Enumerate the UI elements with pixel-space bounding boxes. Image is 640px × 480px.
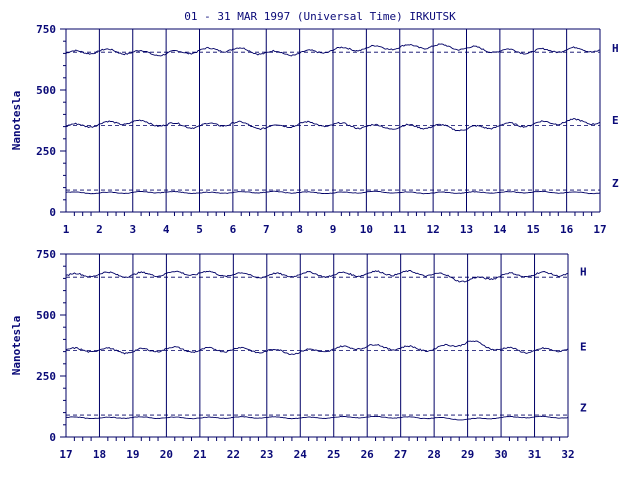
x-tick-label: 14 — [493, 223, 507, 236]
series-h-trace — [65, 43, 601, 57]
x-tick-label: 12 — [427, 223, 440, 236]
x-tick-label: 30 — [494, 448, 507, 461]
series-label-z: Z — [580, 401, 587, 414]
x-tick-label: 27 — [394, 448, 407, 461]
y-tick-label: 500 — [36, 84, 56, 97]
series-label-h: H — [580, 266, 587, 279]
y-tick-label: 0 — [49, 431, 56, 444]
x-tick-label: 5 — [196, 223, 203, 236]
series-e-trace — [65, 340, 569, 355]
panel-1: 1 2 3 4 5 6 7 8 9 10 11 12 13 14 15 16 170250500750Nanot… — [10, 23, 619, 236]
y-tick-label: 0 — [49, 206, 56, 219]
x-tick-label: 22 — [227, 448, 240, 461]
chart-panels: 1 2 3 4 5 6 7 8 9 10 11 12 13 14 15 16 170250500750Nanot… — [10, 23, 619, 461]
x-tick-label: 11 — [393, 223, 407, 236]
x-tick-label: 13 — [460, 223, 473, 236]
y-tick-label: 750 — [36, 248, 56, 261]
x-tick-label: 26 — [361, 448, 375, 461]
series-z-trace — [65, 190, 601, 195]
x-tick-label: 4 — [163, 223, 170, 236]
x-tick-label: 9 — [330, 223, 337, 236]
x-tick-label: 17 — [59, 448, 72, 461]
series-label-e: E — [580, 341, 587, 354]
x-tick-label: 6 — [230, 223, 237, 236]
x-tick-label: 23 — [260, 448, 273, 461]
x-tick-label: 29 — [461, 448, 474, 461]
series-label-z: Z — [612, 177, 619, 190]
x-tick-label: 32 — [561, 448, 574, 461]
x-tick-label: 7 — [263, 223, 270, 236]
x-tick-label: 8 — [296, 223, 303, 236]
x-tick-label: 15 — [527, 223, 540, 236]
panel-2: 17 18 19 20 21 22 23 24 25 26 27 28 29 30 31 32 0 250 500 7… — [10, 248, 587, 461]
y-axis-label: Nanotesla — [10, 91, 23, 151]
series-h-trace — [65, 269, 569, 283]
y-tick-label: 250 — [36, 370, 56, 383]
y-tick-label: 250 — [36, 145, 56, 158]
series-z-trace — [65, 415, 569, 421]
x-tick-label: 20 — [160, 448, 173, 461]
y-tick-label: 750 — [36, 23, 56, 36]
series-e-trace — [65, 118, 601, 132]
x-tick-label: 16 — [560, 223, 574, 236]
x-tick-label: 31 — [528, 448, 542, 461]
y-tick-label: 500 — [36, 309, 56, 322]
x-tick-label: 1 — [63, 223, 70, 236]
x-tick-label: 2 — [96, 223, 103, 236]
x-tick-label: 21 — [193, 448, 207, 461]
chart-title: 01 - 31 MAR 1997 (Universal Time) IRKUTS… — [184, 10, 456, 23]
x-tick-label: 19 — [126, 448, 139, 461]
series-label-e: E — [612, 114, 619, 127]
x-tick-label: 10 — [360, 223, 373, 236]
series-label-h: H — [612, 42, 619, 55]
x-tick-label: 28 — [428, 448, 441, 461]
x-tick-label: 18 — [93, 448, 106, 461]
x-tick-label: 24 — [294, 448, 308, 461]
x-tick-label: 17 — [593, 223, 606, 236]
y-axis-label: Nanotesla — [10, 316, 23, 376]
x-tick-label: 25 — [327, 448, 340, 461]
x-tick-label: 3 — [129, 223, 136, 236]
